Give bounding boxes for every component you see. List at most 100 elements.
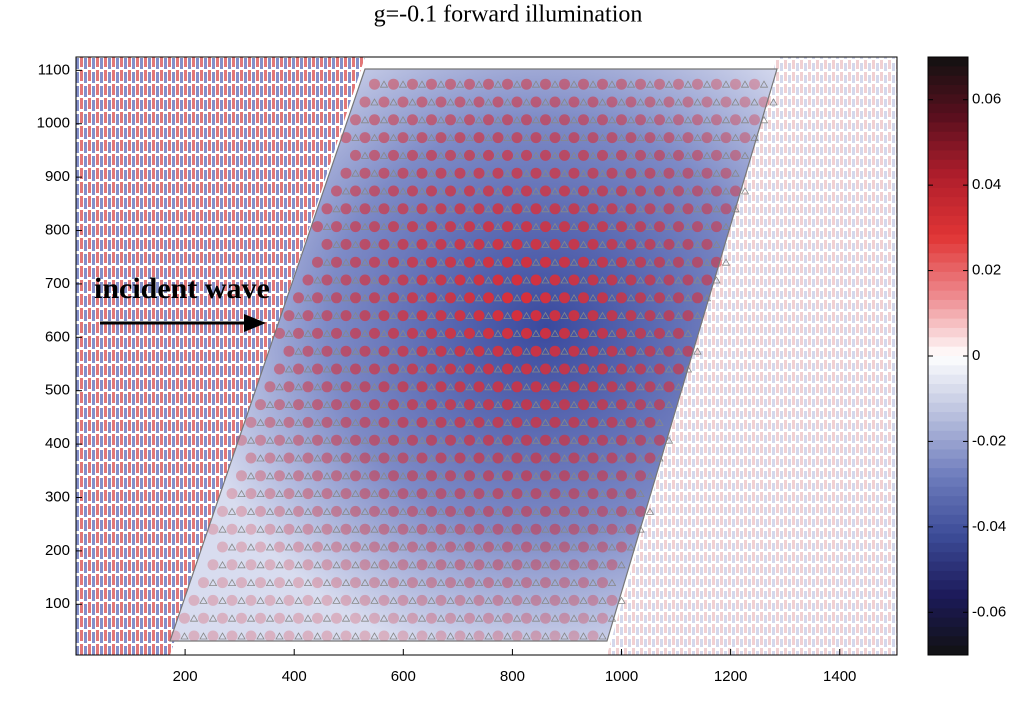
lattice-hole: [683, 294, 693, 302]
lattice-hole: [465, 489, 474, 498]
lattice-hole: [474, 578, 484, 586]
lattice-spot: [530, 523, 542, 535]
lattice-spot: [606, 594, 618, 606]
lattice-hole: [455, 222, 465, 231]
lattice-hole: [322, 543, 332, 551]
lattice-hole: [569, 187, 579, 195]
lattice-spot: [530, 594, 542, 606]
lattice-hole: [313, 489, 322, 498]
lattice-spot: [397, 416, 409, 428]
lattice-spot: [530, 416, 542, 428]
lattice-spot: [511, 238, 523, 250]
lattice-hole: [541, 205, 550, 213]
lattice-spot: [283, 345, 295, 357]
lattice-hole: [541, 133, 550, 142]
lattice-hole: [446, 454, 455, 462]
lattice-hole: [550, 543, 560, 551]
lattice-spot: [464, 363, 475, 375]
lattice-spot: [559, 470, 570, 482]
lattice-hole: [303, 400, 313, 409]
lattice-hole: [541, 276, 550, 284]
lattice-spot: [578, 505, 589, 517]
lattice-spot: [483, 363, 494, 375]
lattice-hole: [522, 133, 531, 142]
colorbar-band: [928, 159, 968, 170]
lattice-hole: [522, 98, 531, 106]
lattice-spot: [359, 167, 371, 179]
lattice-spot: [663, 310, 675, 322]
lattice-hole: [436, 258, 446, 266]
lattice-spot: [644, 274, 656, 286]
lattice-spot: [454, 238, 466, 250]
lattice-spot: [236, 541, 247, 553]
lattice-spot: [625, 488, 637, 500]
lattice-spot: [435, 203, 447, 215]
lattice-spot: [587, 488, 599, 500]
lattice-hole: [284, 400, 294, 409]
lattice-spot: [226, 594, 238, 606]
lattice-hole: [379, 258, 389, 266]
lattice-spot: [378, 488, 390, 500]
lattice-hole: [294, 489, 303, 498]
lattice-spot: [502, 149, 513, 161]
lattice-spot: [464, 185, 475, 197]
lattice-hole: [427, 454, 436, 462]
lattice-spot: [359, 559, 371, 571]
lattice-spot: [435, 559, 447, 571]
lattice-hole: [389, 383, 398, 391]
lattice-hole: [560, 383, 569, 391]
lattice-hole: [503, 561, 512, 569]
lattice-spot: [587, 452, 599, 464]
lattice-spot: [397, 630, 409, 642]
lattice-hole: [227, 507, 237, 515]
lattice-spot: [473, 381, 485, 393]
lattice-hole: [360, 507, 370, 515]
lattice-spot: [578, 434, 589, 446]
lattice-hole: [237, 489, 246, 498]
lattice-hole: [455, 151, 465, 159]
lattice-hole: [408, 169, 417, 177]
lattice-hole: [455, 543, 465, 551]
lattice-spot: [483, 256, 494, 268]
x-tick-label: 1000: [605, 668, 638, 685]
lattice-spot: [293, 612, 304, 624]
lattice-hole: [588, 365, 598, 373]
lattice-spot: [606, 132, 618, 144]
lattice-spot: [302, 559, 314, 571]
colorbar-band: [928, 580, 968, 591]
lattice-hole: [503, 240, 512, 248]
lattice-hole: [332, 383, 341, 391]
lattice-hole: [465, 561, 474, 569]
lattice-spot: [587, 523, 599, 535]
lattice-spot: [359, 203, 371, 215]
lattice-hole: [588, 294, 598, 302]
lattice-spot: [388, 149, 399, 161]
lattice-spot: [312, 577, 323, 589]
lattice-spot: [397, 345, 409, 357]
x-tick-label: 200: [173, 668, 198, 685]
lattice-hole: [465, 133, 474, 142]
lattice-hole: [303, 294, 313, 302]
lattice-hole: [493, 116, 503, 124]
lattice-hole: [674, 383, 683, 391]
lattice-spot: [578, 292, 589, 304]
lattice-hole: [541, 454, 550, 462]
lattice-spot: [350, 221, 361, 233]
lattice-hole: [427, 347, 436, 355]
lattice-spot: [264, 559, 276, 571]
lattice-spot: [426, 505, 437, 517]
lattice-spot: [331, 363, 342, 375]
lattice-spot: [568, 630, 580, 642]
y-tick-label: 400: [45, 435, 70, 452]
lattice-spot: [673, 221, 684, 233]
lattice-spot: [587, 381, 599, 393]
lattice-hole: [370, 98, 379, 106]
lattice-spot: [549, 274, 561, 286]
lattice-hole: [436, 80, 446, 88]
lattice-spot: [625, 381, 637, 393]
lattice-hole: [436, 578, 446, 586]
lattice-hole: [294, 596, 303, 604]
lattice-hole: [674, 347, 683, 355]
lattice-hole: [351, 525, 360, 533]
lattice-hole: [398, 294, 408, 302]
